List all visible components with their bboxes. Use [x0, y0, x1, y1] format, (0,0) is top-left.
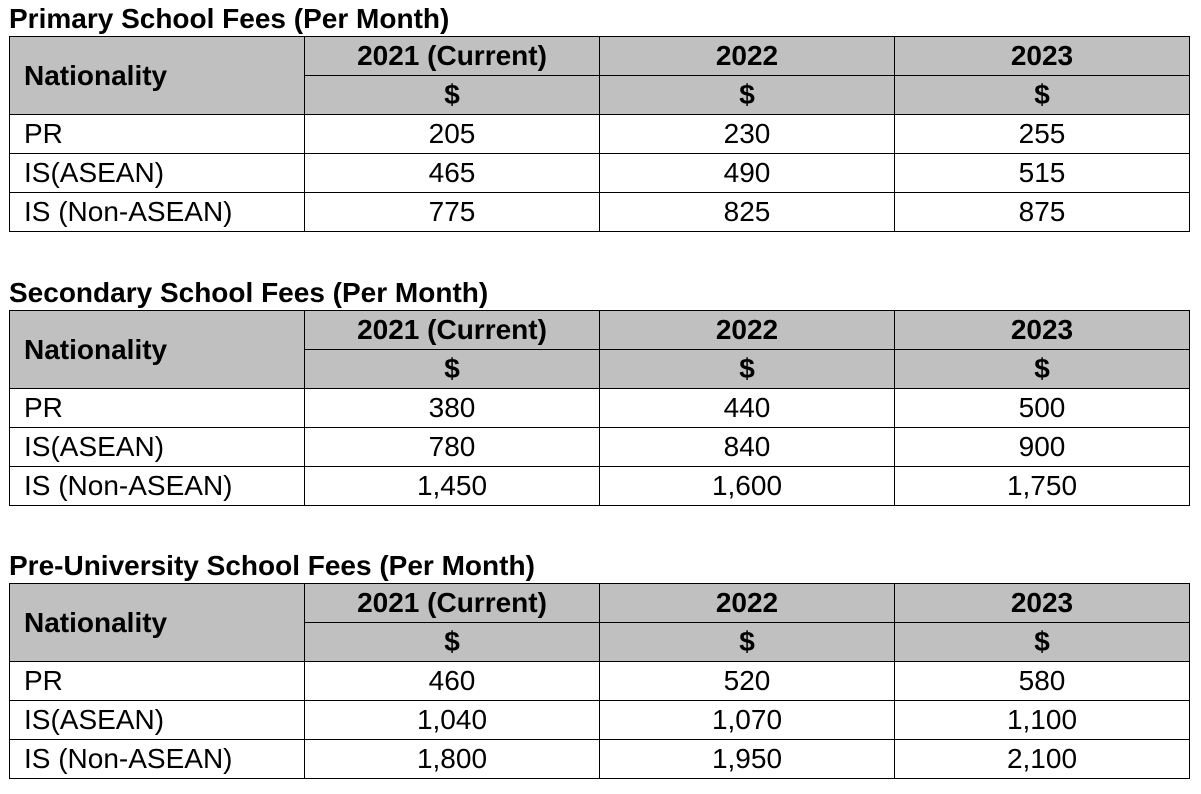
primary-fees-table: Nationality 2021 (Current) 2022 2023 $ $…	[9, 36, 1190, 232]
currency-header: $	[304, 349, 600, 389]
pre-university-fees-section: Pre-University School Fees (Per Month) N…	[9, 549, 1190, 779]
table-row: IS (Non-ASEAN) 1,800 1,950 2,100	[9, 739, 1190, 779]
fee-cell: 465	[304, 153, 600, 193]
secondary-fees-table: Nationality 2021 (Current) 2022 2023 $ $…	[9, 310, 1190, 506]
section-title: Primary School Fees (Per Month)	[9, 3, 450, 34]
fee-cell: 230	[599, 114, 895, 154]
header-row-currency: $ $ $	[10, 622, 1190, 662]
table-row: PR 460 520 580	[9, 661, 1190, 701]
fee-cell: 1,450	[304, 466, 600, 506]
fee-cell: 520	[599, 661, 895, 701]
fee-cell: 1,950	[599, 739, 895, 779]
row-label: IS(ASEAN)	[9, 427, 305, 467]
fee-cell: 440	[599, 388, 895, 428]
fee-cell: 500	[894, 388, 1190, 428]
nationality-header: Nationality	[9, 583, 305, 662]
header-row-currency: $ $ $	[10, 349, 1190, 389]
row-label: IS(ASEAN)	[9, 153, 305, 193]
fee-cell: 875	[894, 192, 1190, 232]
fee-cell: 1,750	[894, 466, 1190, 506]
fee-cell: 515	[894, 153, 1190, 193]
fee-cell: 205	[304, 114, 600, 154]
row-label: PR	[9, 114, 305, 154]
fee-cell: 1,040	[304, 700, 600, 740]
table-row: PR 205 230 255	[9, 114, 1190, 154]
row-label: IS(ASEAN)	[9, 700, 305, 740]
row-label: PR	[9, 388, 305, 428]
fee-cell: 825	[599, 192, 895, 232]
header-row-currency: $ $ $	[10, 75, 1190, 115]
table-row: IS(ASEAN) 1,040 1,070 1,100	[9, 700, 1190, 740]
row-label: IS (Non-ASEAN)	[9, 192, 305, 232]
row-label: PR	[9, 661, 305, 701]
fee-cell: 775	[304, 192, 600, 232]
fee-cell: 1,800	[304, 739, 600, 779]
fee-cell: 255	[894, 114, 1190, 154]
table-row: IS(ASEAN) 780 840 900	[9, 427, 1190, 467]
currency-header: $	[599, 75, 895, 115]
secondary-fees-section: Secondary School Fees (Per Month) Nation…	[9, 276, 1190, 506]
year-header: 2021 (Current)	[304, 310, 600, 350]
pre-university-fees-table: Nationality 2021 (Current) 2022 2023 $ $…	[9, 583, 1190, 779]
currency-header: $	[894, 75, 1190, 115]
currency-header: $	[304, 622, 600, 662]
year-header: 2023	[894, 36, 1190, 76]
fee-cell: 2,100	[894, 739, 1190, 779]
year-header: 2023	[894, 310, 1190, 350]
year-header: 2022	[599, 583, 895, 623]
year-header: 2022	[599, 36, 895, 76]
year-header: 2023	[894, 583, 1190, 623]
currency-header: $	[304, 75, 600, 115]
fee-cell: 780	[304, 427, 600, 467]
year-header: 2022	[599, 310, 895, 350]
fee-cell: 490	[599, 153, 895, 193]
row-label: IS (Non-ASEAN)	[9, 739, 305, 779]
primary-fees-section: Primary School Fees (Per Month) National…	[9, 2, 1190, 232]
header-row-years: Nationality 2021 (Current) 2022 2023	[9, 583, 1190, 662]
nationality-header: Nationality	[9, 36, 305, 115]
year-header: 2021 (Current)	[304, 36, 600, 76]
nationality-header: Nationality	[9, 310, 305, 389]
fee-cell: 840	[599, 427, 895, 467]
table-row: PR 380 440 500	[9, 388, 1190, 428]
table-row: IS(ASEAN) 465 490 515	[9, 153, 1190, 193]
header-row-years: Nationality 2021 (Current) 2022 2023	[9, 310, 1190, 389]
currency-header: $	[894, 622, 1190, 662]
fee-cell: 1,100	[894, 700, 1190, 740]
table-row: IS (Non-ASEAN) 1,450 1,600 1,750	[9, 466, 1190, 506]
fee-cell: 1,070	[599, 700, 895, 740]
fee-cell: 380	[304, 388, 600, 428]
currency-header: $	[894, 349, 1190, 389]
section-title: Secondary School Fees (Per Month)	[9, 277, 489, 308]
fee-cell: 1,600	[599, 466, 895, 506]
header-row-years: Nationality 2021 (Current) 2022 2023	[9, 36, 1190, 115]
fee-cell: 580	[894, 661, 1190, 701]
table-row: IS (Non-ASEAN) 775 825 875	[9, 192, 1190, 232]
currency-header: $	[599, 622, 895, 662]
currency-header: $	[599, 349, 895, 389]
fee-cell: 900	[894, 427, 1190, 467]
section-title: Pre-University School Fees (Per Month)	[9, 550, 535, 581]
year-header: 2021 (Current)	[304, 583, 600, 623]
row-label: IS (Non-ASEAN)	[9, 466, 305, 506]
fee-cell: 460	[304, 661, 600, 701]
